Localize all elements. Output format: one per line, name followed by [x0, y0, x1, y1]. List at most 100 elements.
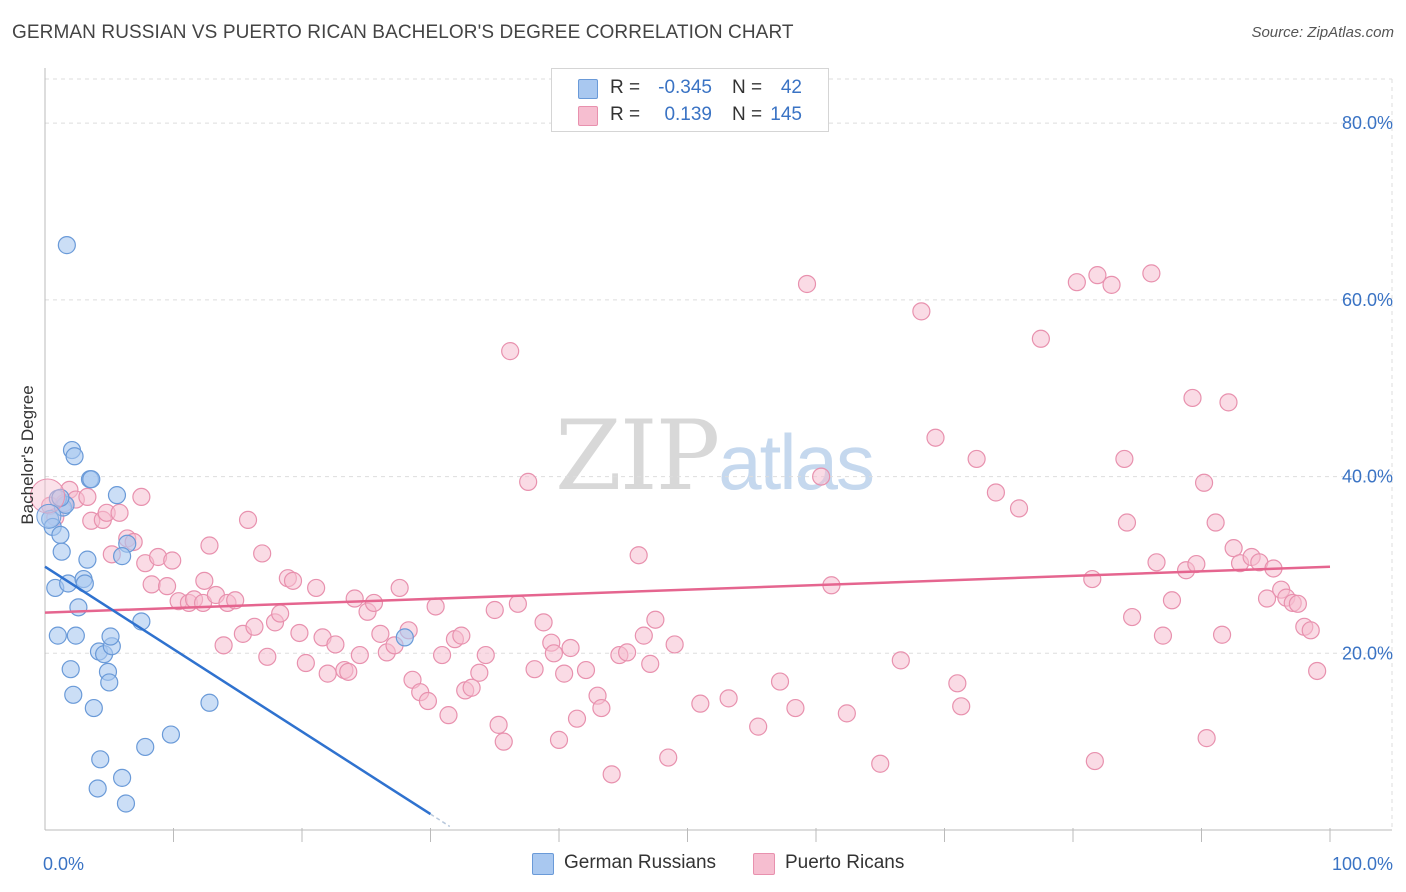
- data-point-puerto-ricans: [770, 672, 790, 691]
- data-point-puerto-ricans: [418, 691, 438, 711]
- data-point-german-russians: [78, 550, 97, 569]
- data-point-puerto-ricans: [142, 575, 161, 594]
- watermark: ZIPatlas: [555, 400, 875, 512]
- data-point-puerto-ricans: [567, 709, 587, 728]
- data-point-german-russians: [100, 673, 119, 692]
- data-point-puerto-ricans: [549, 730, 569, 749]
- data-point-puerto-ricans: [200, 536, 219, 555]
- data-point-puerto-ricans: [271, 604, 290, 623]
- data-point-puerto-ricans: [1117, 513, 1137, 532]
- data-point-puerto-ricans: [555, 664, 574, 683]
- data-point-german-russians: [61, 660, 80, 679]
- data-point-german-russians: [112, 547, 132, 566]
- data-point-puerto-ricans: [576, 660, 596, 680]
- data-point-puerto-ricans: [318, 664, 337, 683]
- data-point-puerto-ricans: [1224, 539, 1243, 558]
- y-axis-label: Bachelor's Degree: [18, 385, 37, 525]
- data-point-puerto-ricans: [749, 717, 768, 736]
- legend-swatch-blue: [578, 79, 598, 99]
- data-point-puerto-ricans: [1067, 273, 1086, 292]
- legend-n-value: 145: [770, 104, 802, 125]
- data-point-puerto-ricans: [1162, 591, 1182, 610]
- data-point-puerto-ricans: [618, 643, 637, 662]
- data-point-puerto-ricans: [132, 487, 151, 507]
- data-point-puerto-ricans: [1102, 275, 1121, 294]
- legend-label-german-russians: German Russians: [564, 852, 717, 873]
- data-point-puerto-ricans: [1031, 329, 1050, 348]
- data-point-puerto-ricans: [371, 624, 390, 643]
- data-point-german-russians: [52, 542, 71, 561]
- data-point-puerto-ricans: [1187, 554, 1206, 574]
- trendline-german-russians: [44, 565, 432, 816]
- trendline-extension: [430, 813, 451, 828]
- legend-swatch-blue: [532, 853, 554, 875]
- data-point-puerto-ricans: [871, 754, 890, 773]
- data-point-puerto-ricans: [214, 636, 233, 655]
- legend-r-label: R =: [610, 77, 641, 98]
- data-point-german-russians: [64, 685, 83, 704]
- data-point-german-russians: [395, 628, 414, 647]
- data-point-puerto-ricans: [659, 748, 678, 767]
- data-point-german-russians: [36, 503, 62, 529]
- data-point-puerto-ricans: [283, 571, 303, 590]
- data-point-puerto-ricans: [326, 635, 345, 654]
- data-point-german-russians: [57, 236, 76, 255]
- data-point-puerto-ricans: [1085, 751, 1104, 771]
- data-point-puerto-ricans: [1009, 499, 1029, 518]
- data-point-german-russians: [101, 627, 120, 646]
- data-point-german-russians: [82, 470, 101, 489]
- data-point-puerto-ricans: [163, 551, 182, 570]
- data-point-puerto-ricans: [245, 617, 264, 636]
- y-tick-label: 40.0%: [1342, 467, 1393, 487]
- data-point-german-russians: [66, 626, 85, 645]
- x-tick-label: 0.0%: [43, 854, 84, 874]
- data-point-puerto-ricans: [1219, 393, 1238, 412]
- chart-title: GERMAN RUSSIAN VS PUERTO RICAN BACHELOR'…: [12, 22, 794, 43]
- data-point-puerto-ricans: [345, 589, 364, 608]
- data-point-puerto-ricans: [646, 610, 665, 629]
- data-point-puerto-ricans: [350, 645, 369, 665]
- legend-r-value: -0.345: [658, 77, 712, 98]
- data-point-puerto-ricans: [691, 694, 710, 713]
- data-point-puerto-ricans: [390, 578, 409, 598]
- legend-n-value: 42: [780, 77, 802, 98]
- data-point-puerto-ricans: [519, 472, 538, 491]
- data-point-puerto-ricans: [508, 594, 527, 613]
- data-point-puerto-ricans: [296, 653, 315, 673]
- data-point-puerto-ricans: [665, 635, 684, 654]
- data-point-puerto-ricans: [1123, 607, 1142, 627]
- data-point-german-russians: [161, 725, 181, 744]
- x-tick-label: 100.0%: [1332, 854, 1393, 874]
- data-point-puerto-ricans: [986, 483, 1006, 502]
- data-point-german-russians: [69, 598, 88, 617]
- data-point-german-russians: [112, 768, 132, 787]
- data-point-german-russians: [51, 525, 70, 545]
- data-point-puerto-ricans: [339, 662, 358, 681]
- legend-label-puerto-ricans: Puerto Ricans: [785, 852, 905, 873]
- data-point-puerto-ricans: [602, 765, 621, 784]
- data-point-puerto-ricans: [364, 593, 384, 613]
- data-point-puerto-ricans: [426, 597, 445, 616]
- data-point-puerto-ricans: [157, 577, 177, 596]
- data-point-german-russians: [48, 626, 67, 645]
- data-point-puerto-ricans: [489, 715, 508, 734]
- data-point-german-russians: [136, 737, 155, 757]
- data-point-puerto-ricans: [948, 674, 967, 693]
- data-point-puerto-ricans: [1301, 621, 1320, 640]
- data-point-puerto-ricans: [1288, 594, 1307, 613]
- watermark-atlas: atlas: [718, 418, 875, 506]
- data-point-puerto-ricans: [452, 626, 471, 645]
- data-point-puerto-ricans: [470, 663, 489, 682]
- data-point-puerto-ricans: [544, 644, 563, 663]
- data-point-puerto-ricans: [534, 613, 553, 632]
- data-point-puerto-ricans: [1194, 473, 1214, 492]
- data-point-german-russians: [200, 693, 219, 712]
- data-point-puerto-ricans: [1212, 625, 1232, 644]
- legend-n-label: N =: [732, 77, 763, 98]
- data-point-puerto-ricans: [439, 706, 458, 725]
- data-point-puerto-ricans: [797, 274, 817, 294]
- data-point-puerto-ricans: [1147, 553, 1166, 572]
- data-point-puerto-ricans: [290, 623, 309, 643]
- data-point-puerto-ricans: [307, 578, 326, 598]
- data-point-puerto-ricans: [501, 342, 520, 361]
